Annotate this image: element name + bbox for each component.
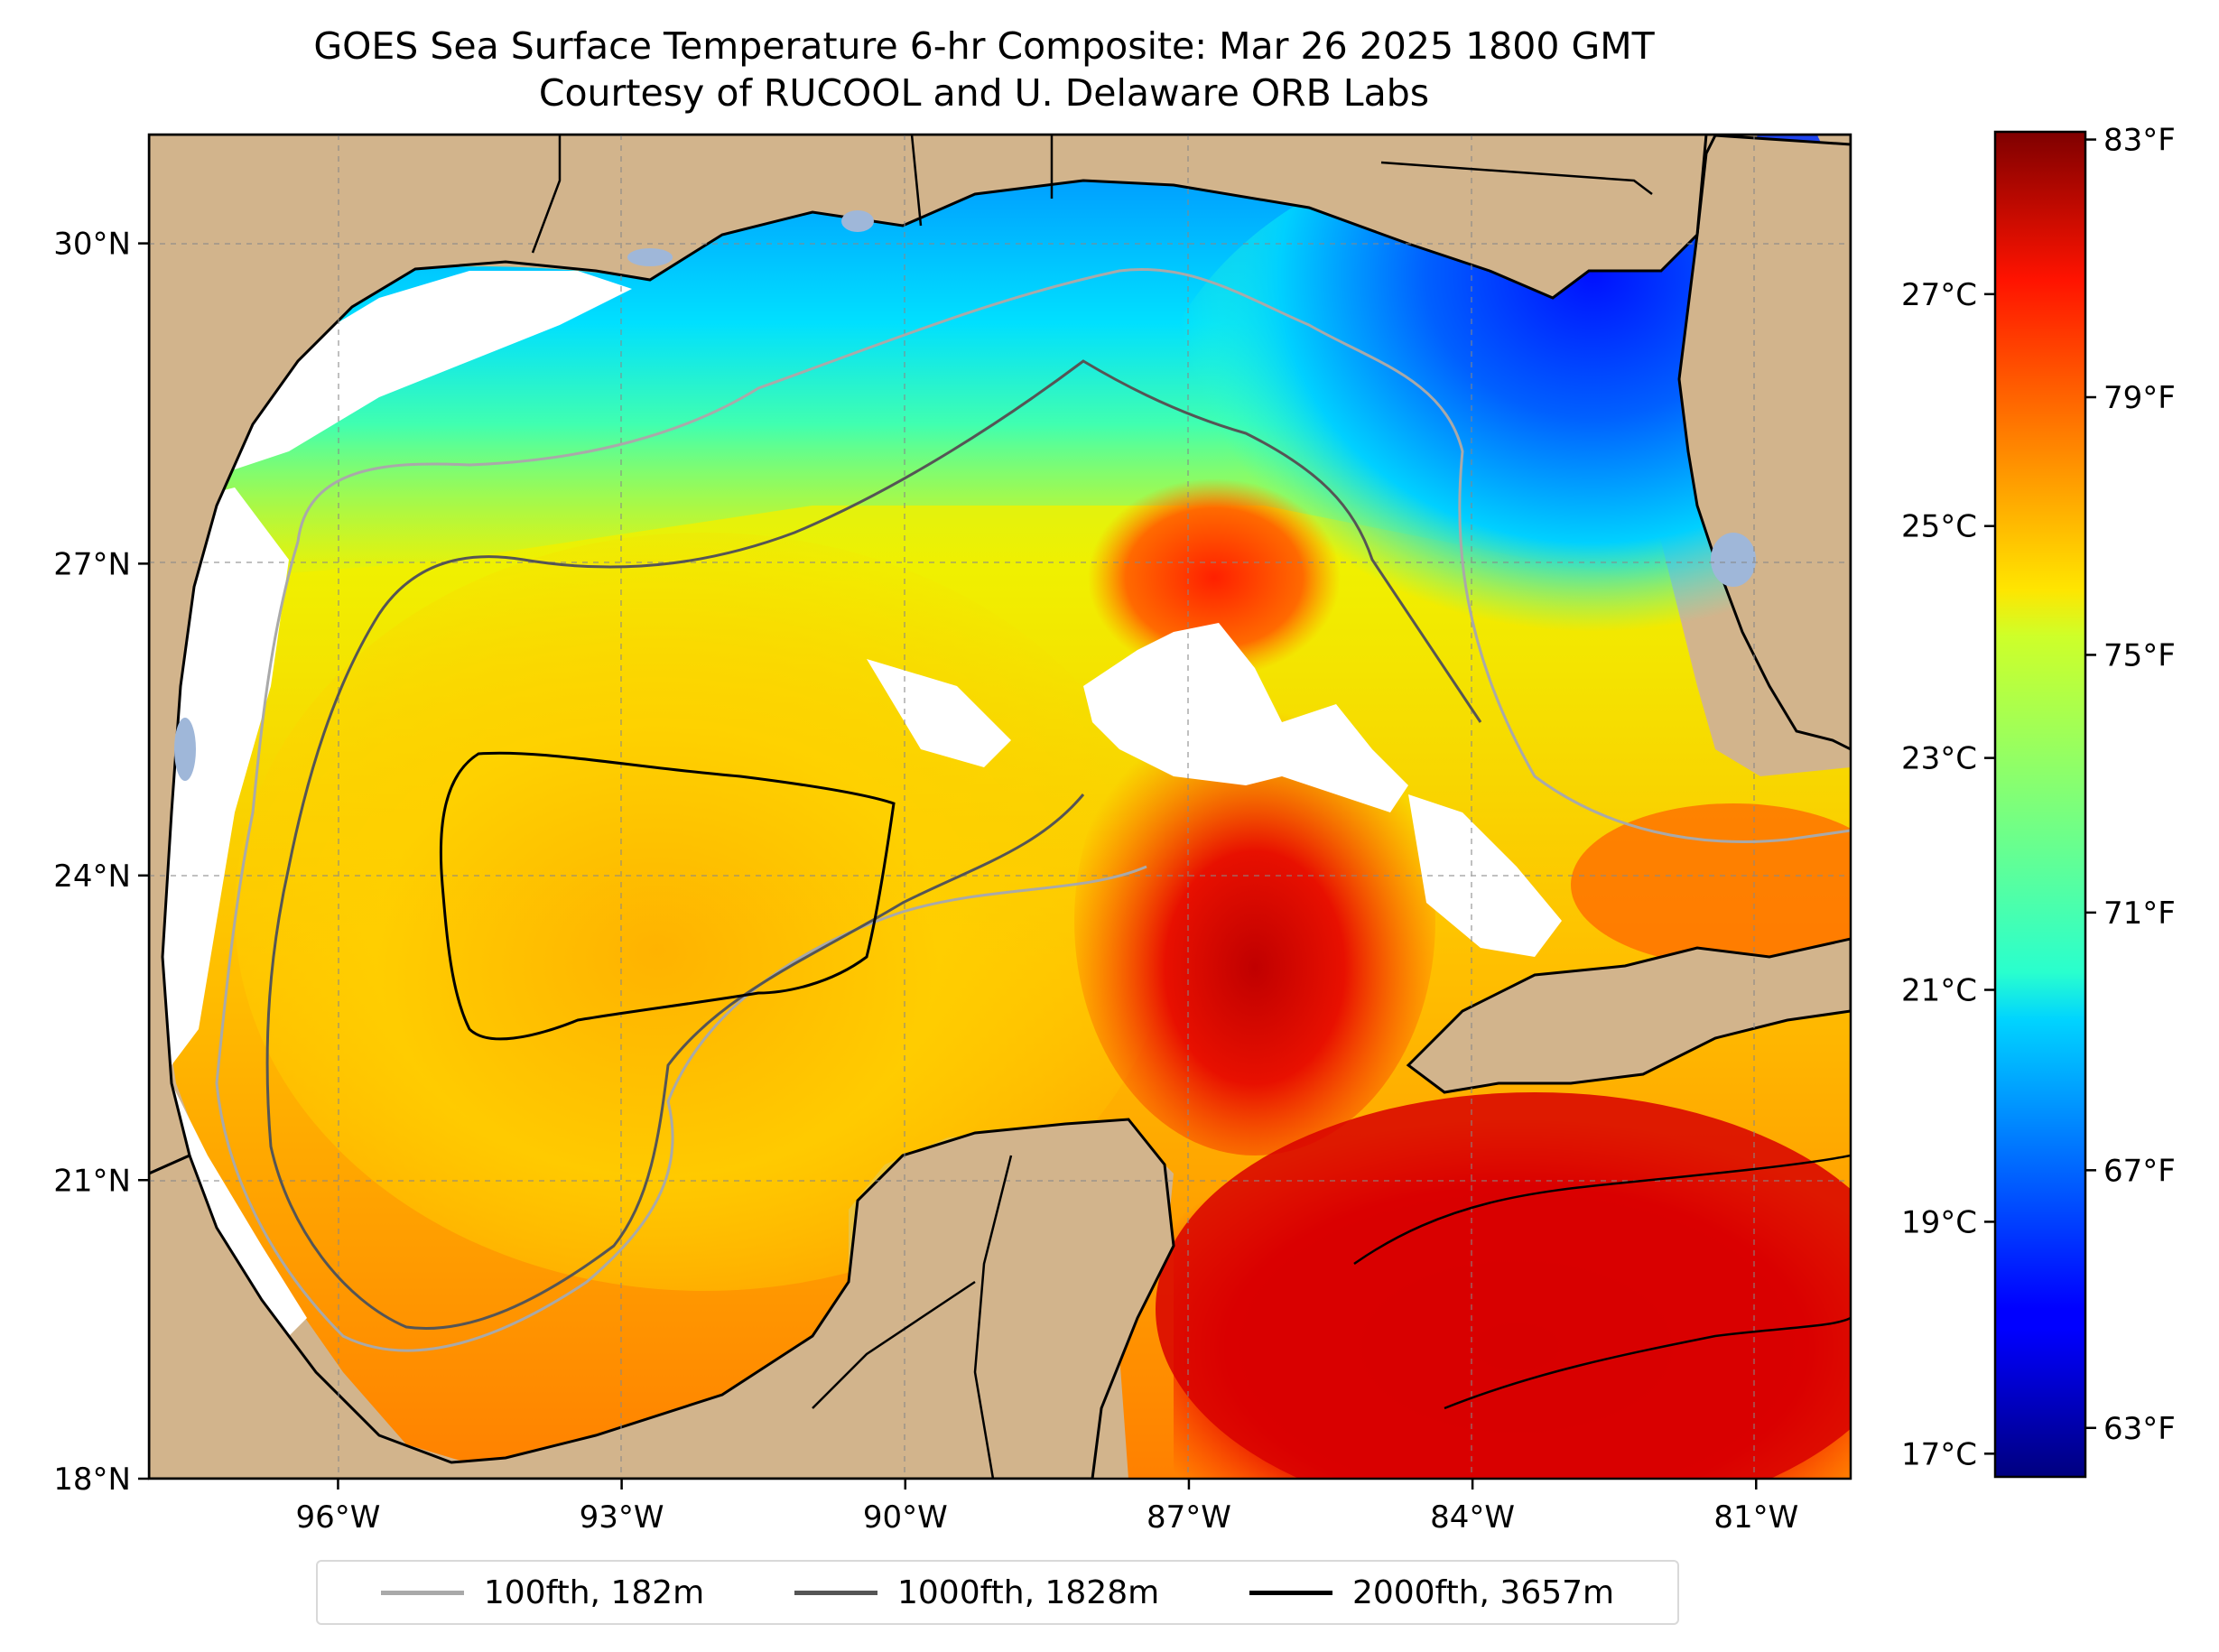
x-tick-label: 87°W: [1147, 1499, 1231, 1536]
legend-item-1000fth: 1000fth, 1828m: [794, 1574, 1159, 1611]
gridlines: [149, 135, 1851, 1479]
florida-land: [149, 135, 1851, 751]
y-tick-label: 27°N: [53, 546, 131, 582]
contour-2000fth-caribbean: [1353, 1154, 1851, 1410]
legend-label-2000fth: 2000fth, 3657m: [1351, 1573, 1615, 1611]
y-tick-label: 21°N: [53, 1163, 131, 1199]
x-axis: 96°W 93°W 90°W 87°W 84°W 81°W: [295, 1479, 1798, 1536]
legend-line-1000fth: [794, 1590, 877, 1595]
coastlines: [149, 135, 1851, 1479]
cloud-patch-west: [158, 487, 289, 1065]
colorbar-celsius-label: 21°C: [1901, 973, 1977, 1009]
colorbar-fahrenheit-label: 67°F: [2103, 1153, 2176, 1189]
map-title: GOES Sea Surface Temperature 6-hr Compos…: [313, 24, 1655, 68]
cloud-patch-central: [867, 659, 1011, 767]
colorbar-celsius-label: 17°C: [1901, 1436, 1977, 1472]
colorbar-fahrenheit-label: 75°F: [2103, 637, 2176, 673]
colorbar-celsius-label: 27°C: [1901, 277, 1977, 313]
colorbar-fahrenheit-ticks: 63°F 67°F 71°F 75°F 79°F 83°F: [2085, 123, 2176, 1447]
cuba-land: [1406, 937, 1851, 1094]
colorbar-fahrenheit-label: 63°F: [2103, 1411, 2176, 1447]
colorbar-frame: [1993, 130, 2087, 1479]
colorbar-fahrenheit-label: 83°F: [2103, 123, 2176, 159]
x-tick-label: 96°W: [295, 1499, 380, 1536]
colorbar-celsius-label: 23°C: [1901, 741, 1977, 777]
legend-line-100fth: [380, 1590, 464, 1595]
contour-legend: 100fth, 182m 1000fth, 1828m 2000fth, 365…: [316, 1560, 1679, 1625]
map-subtitle: Courtesy of RUCOOL and U. Delaware ORB L…: [538, 71, 1430, 115]
sst-field: [158, 135, 1851, 1479]
y-tick-label: 18°N: [53, 1462, 131, 1498]
legend-line-2000fth: [1249, 1590, 1332, 1595]
y-tick-label: 30°N: [53, 227, 131, 263]
colorbar-celsius-ticks: 17°C 19°C 21°C 23°C 25°C 27°C: [1901, 277, 1995, 1472]
mexico-land: [149, 1118, 1175, 1479]
cloud-patch-sw: [162, 1065, 307, 1336]
cloud-patch-loop: [1083, 623, 1408, 812]
colorbar: 17°C 19°C 21°C 23°C 25°C 27°C 63°F 67°F 71°F 75°…: [1901, 123, 2176, 1479]
colorbar-fahrenheit-label: 71°F: [2103, 896, 2176, 932]
map-area: [149, 135, 1851, 1479]
colorbar-gradient: [1995, 132, 2085, 1477]
lakes: [174, 210, 1756, 781]
cloud-patch-nw: [208, 271, 632, 469]
x-tick-label: 84°W: [1430, 1499, 1515, 1536]
contour-2000fth: [439, 751, 896, 1041]
legend-item-100fth: 100fth, 182m: [380, 1573, 705, 1611]
y-tick-label: 24°N: [53, 858, 131, 895]
x-tick-label: 93°W: [580, 1499, 664, 1536]
colorbar-fahrenheit-label: 79°F: [2103, 380, 2176, 416]
us-texas-coast-land: [149, 135, 1708, 1175]
map-frame: [147, 133, 1852, 1480]
political-borders: [531, 135, 1653, 1479]
x-tick-label: 90°W: [863, 1499, 948, 1536]
legend-label-100fth: 100fth, 182m: [483, 1573, 705, 1611]
legend-label-1000fth: 1000fth, 1828m: [897, 1573, 1160, 1611]
colorbar-celsius-label: 19°C: [1901, 1204, 1977, 1240]
legend-item-2000fth: 2000fth, 3657m: [1249, 1574, 1614, 1611]
contour-1000fth: [265, 359, 1482, 1331]
colorbar-celsius-label: 25°C: [1901, 509, 1977, 545]
x-tick-label: 81°W: [1713, 1499, 1798, 1536]
y-axis: 30°N 27°N 24°N 21°N 18°N: [53, 227, 149, 1498]
